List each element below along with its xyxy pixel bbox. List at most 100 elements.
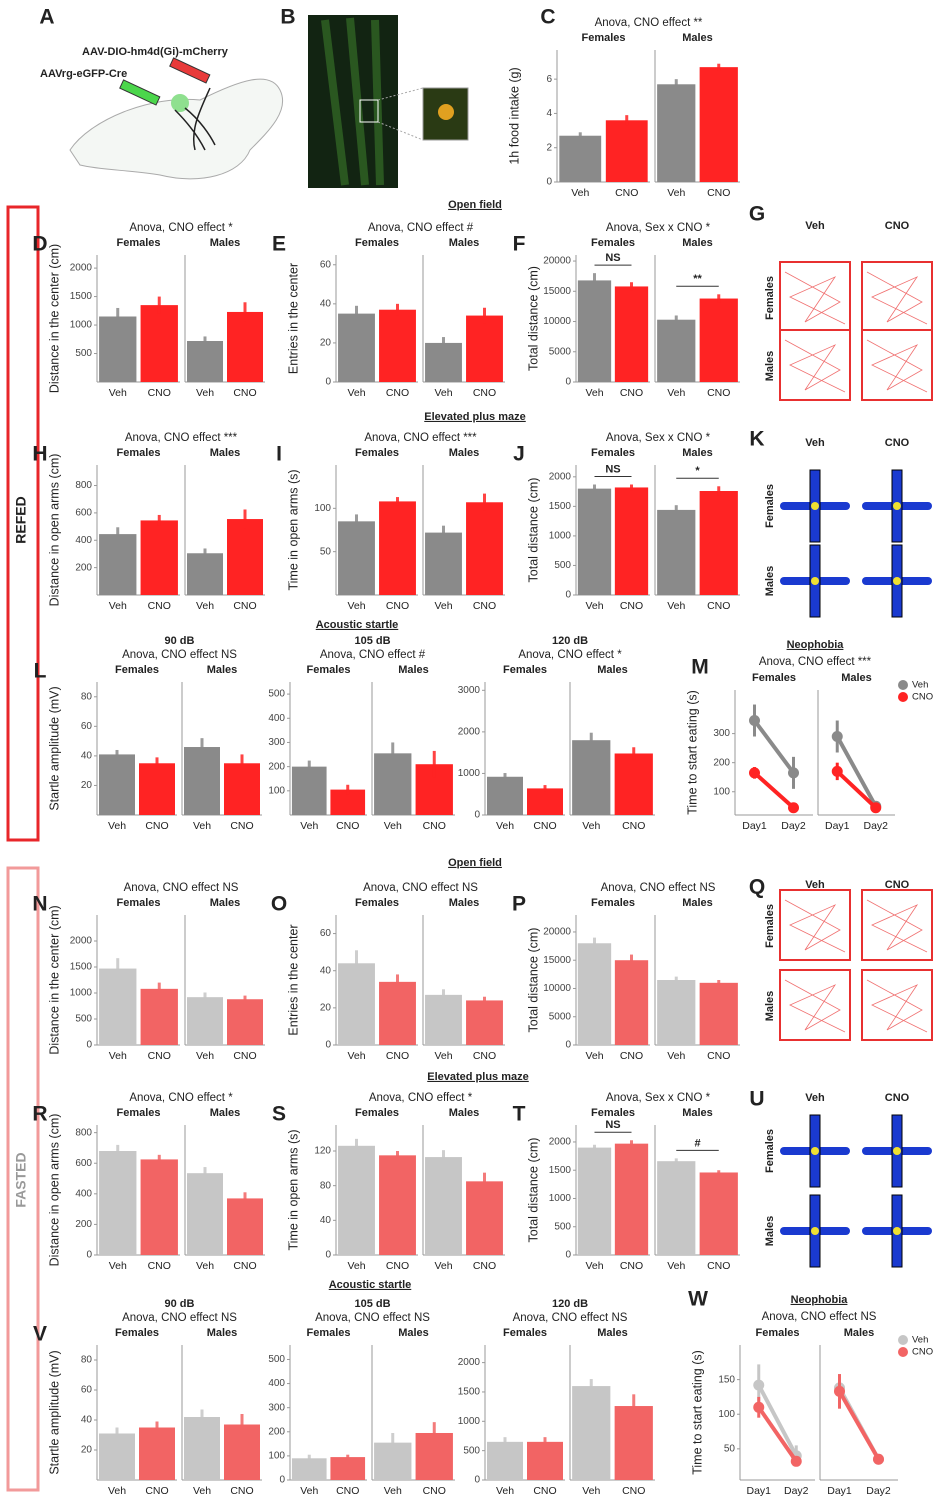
x-tick-label: CNO xyxy=(148,1260,171,1272)
facet-label: Males xyxy=(449,447,480,459)
x-tick-label: CNO xyxy=(707,187,730,199)
y-tick-label: 150 xyxy=(718,1374,735,1385)
x-tick-label: CNO xyxy=(233,1260,256,1272)
x-tick-label: CNO xyxy=(336,1485,359,1497)
maze-center xyxy=(893,577,901,585)
x-tick-label: Day2 xyxy=(784,1485,809,1497)
bar xyxy=(614,960,649,1045)
facet-label: Females xyxy=(115,1327,159,1339)
y-tick-label: 40 xyxy=(81,751,93,762)
track xyxy=(784,271,846,325)
bar xyxy=(577,1147,612,1255)
chart-subtitle: 120 dB xyxy=(552,635,588,647)
facet-label: Males xyxy=(597,1327,628,1339)
x-tick-label: Veh xyxy=(667,1050,685,1062)
y-axis-label: Time in open arms (s) xyxy=(286,469,300,590)
x-tick-label: Veh xyxy=(300,1485,318,1497)
legend-swatch xyxy=(898,692,908,702)
bar xyxy=(99,968,137,1045)
bar xyxy=(577,280,612,382)
annotation: NS xyxy=(605,1119,620,1131)
bar xyxy=(140,305,178,382)
x-tick-label: Veh xyxy=(196,600,214,612)
chart-subtitle: 105 dB xyxy=(354,635,390,647)
y-axis-label: Total distance (cm) xyxy=(526,1138,540,1243)
bar xyxy=(699,67,738,182)
y-axis-label: Time to start eating (s) xyxy=(685,690,699,815)
x-tick-label: CNO xyxy=(386,600,409,612)
chart-title: Anova, CNO effect *** xyxy=(759,656,872,668)
x-tick-label: CNO xyxy=(233,1050,256,1062)
panel-label: U xyxy=(749,1088,764,1111)
bar xyxy=(140,1159,178,1255)
y-tick-label: 200 xyxy=(713,757,730,768)
x-tick-label: Veh xyxy=(585,600,603,612)
y-axis-label: Total distance (cm) xyxy=(526,928,540,1033)
point xyxy=(870,802,882,814)
bar xyxy=(227,311,263,382)
bar xyxy=(425,1157,462,1255)
chart-title: Anova, CNO effect * xyxy=(369,1092,473,1104)
y-tick-label: 2000 xyxy=(458,727,481,738)
annotation: NS xyxy=(605,252,620,264)
y-tick-label: 60 xyxy=(81,1385,93,1396)
y-tick-label: 0 xyxy=(565,1040,571,1051)
panel-label: C xyxy=(540,6,555,29)
bar xyxy=(379,501,416,595)
panel-label: O xyxy=(271,893,287,916)
y-tick-label: 0 xyxy=(325,377,331,388)
facet-label: Males xyxy=(844,1327,875,1339)
facet-label: Males xyxy=(682,32,713,44)
facet-label: Males xyxy=(207,664,238,676)
facet-label: Females xyxy=(306,1327,350,1339)
x-tick-label: Veh xyxy=(196,387,214,399)
y-tick-label: 4 xyxy=(546,108,552,119)
series-line xyxy=(752,719,796,775)
x-tick-label: CNO xyxy=(473,387,496,399)
x-tick-label: CNO xyxy=(620,387,643,399)
x-tick-label: CNO xyxy=(707,600,730,612)
panel-label: I xyxy=(276,443,282,466)
maze-center xyxy=(893,1227,901,1235)
y-tick-label: 100 xyxy=(268,1451,285,1462)
column-label: CNO xyxy=(885,1092,910,1104)
point xyxy=(831,731,843,743)
bar xyxy=(466,1000,503,1045)
annotation: # xyxy=(694,1137,700,1149)
facet-label: Males xyxy=(449,897,480,909)
bar xyxy=(466,502,503,595)
maze-center xyxy=(811,1227,819,1235)
x-tick-label: CNO xyxy=(230,820,253,832)
y-tick-label: 600 xyxy=(75,1158,92,1169)
x-tick-label: Veh xyxy=(667,600,685,612)
x-tick-label: Veh xyxy=(347,387,365,399)
facet-label: Females xyxy=(581,32,625,44)
facet-label: Males xyxy=(210,1107,241,1119)
point xyxy=(753,1401,765,1413)
facet-label: Females xyxy=(115,664,159,676)
y-tick-label: 2000 xyxy=(458,1357,481,1368)
x-tick-label: CNO xyxy=(707,1260,730,1272)
facet-label: Males xyxy=(449,1107,480,1119)
bar xyxy=(379,1155,416,1255)
bar xyxy=(291,766,327,815)
y-axis-label: Distance in the center (cm) xyxy=(47,905,61,1054)
column-label: CNO xyxy=(885,879,910,891)
y-tick-label: 15000 xyxy=(543,955,571,966)
chart-title: Anova, CNO effect NS xyxy=(122,1312,237,1324)
x-tick-label: Veh xyxy=(300,820,318,832)
y-tick-label: 10000 xyxy=(543,983,571,994)
vector-label: AAV-DIO-hm4d(Gi)-mCherry xyxy=(82,46,229,58)
panel-label: H xyxy=(32,443,47,466)
facet-label: Females xyxy=(116,897,160,909)
facet-label: Females xyxy=(116,447,160,459)
y-axis-label: Time to start eating (s) xyxy=(690,1350,704,1475)
point xyxy=(790,1455,802,1467)
bar xyxy=(527,788,563,815)
bar xyxy=(291,1458,327,1480)
x-tick-label: CNO xyxy=(148,1050,171,1062)
y-tick-label: 40 xyxy=(320,1215,332,1226)
y-tick-label: 1000 xyxy=(70,988,93,999)
